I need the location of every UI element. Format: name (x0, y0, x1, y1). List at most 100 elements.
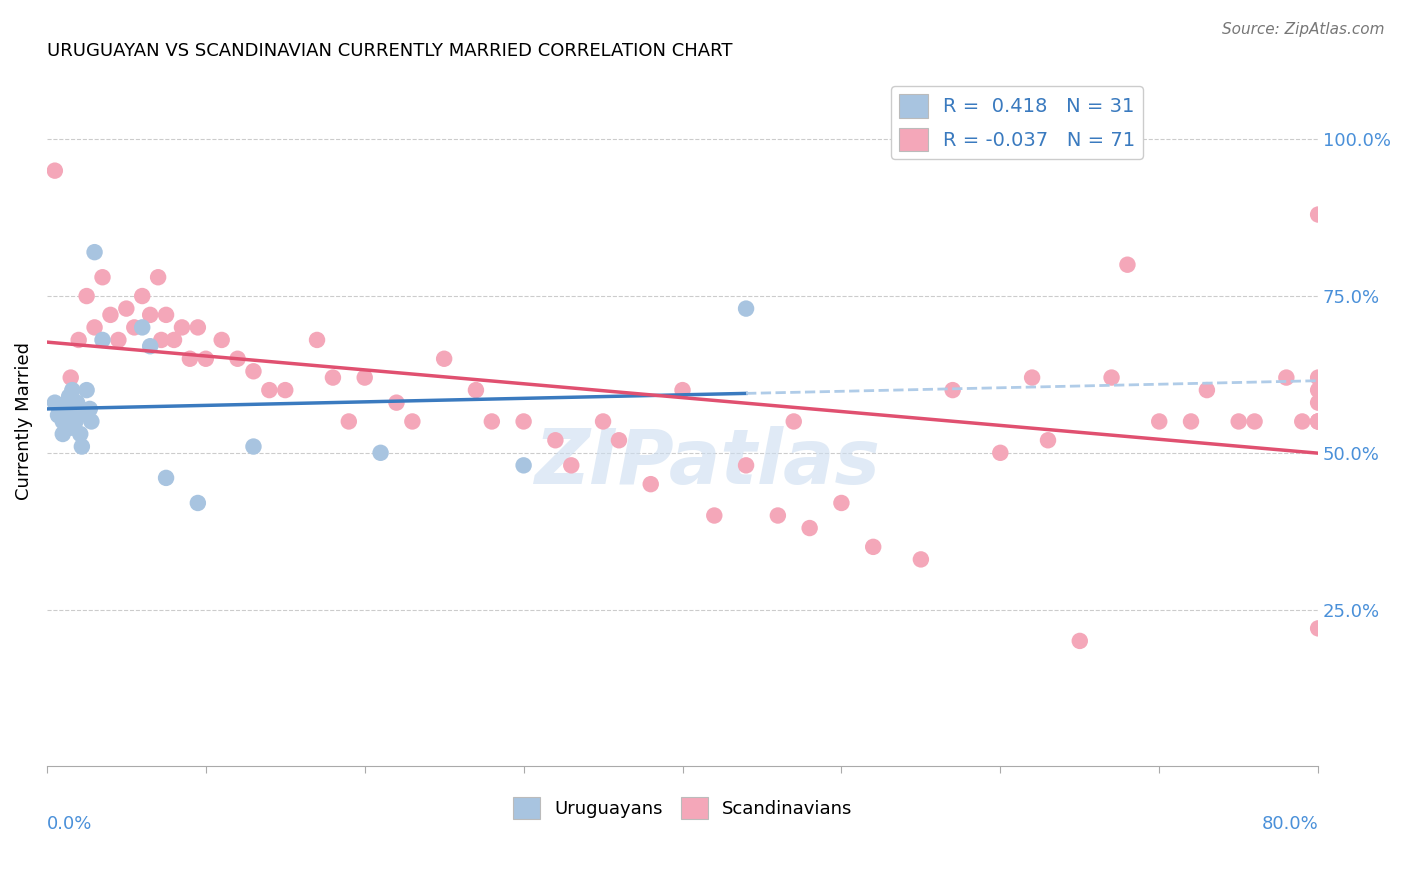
Point (512, 414, 534, 428)
Point (131, 320, 153, 334)
Point (1308, 414, 1330, 428)
Point (56, 395, 79, 409)
Point (1308, 414, 1330, 428)
Point (139, 308, 162, 322)
Point (560, 458, 582, 473)
Point (155, 308, 177, 322)
Point (48, 401, 70, 416)
Point (274, 383, 297, 397)
Point (1147, 414, 1170, 428)
Point (910, 552, 932, 566)
Point (56, 414, 79, 428)
Point (370, 446, 392, 460)
Point (322, 370, 344, 384)
Point (862, 540, 884, 554)
Point (385, 395, 408, 409)
Point (59, 370, 82, 384)
Point (170, 320, 193, 334)
Point (671, 383, 693, 397)
Point (640, 477, 662, 491)
Point (59, 408, 82, 422)
Point (544, 434, 567, 448)
Point (60, 383, 83, 397)
Point (194, 351, 217, 366)
Point (52, 427, 75, 442)
Point (65, 414, 87, 428)
Point (70, 440, 93, 454)
Point (433, 351, 456, 366)
Point (1308, 414, 1330, 428)
Point (1275, 370, 1298, 384)
Point (146, 270, 169, 285)
Point (80, 414, 103, 428)
Point (242, 440, 264, 454)
Point (1116, 258, 1139, 272)
Point (1308, 370, 1330, 384)
Point (44, 395, 66, 409)
Point (131, 289, 153, 303)
Point (305, 333, 328, 347)
Text: ZIPatlas: ZIPatlas (534, 425, 882, 500)
Point (76, 383, 98, 397)
Point (242, 364, 264, 378)
Point (830, 496, 852, 510)
Point (63, 401, 86, 416)
Point (79, 401, 101, 416)
Point (766, 508, 789, 523)
Point (1308, 395, 1330, 409)
Point (1243, 414, 1265, 428)
Point (783, 414, 806, 428)
Point (1036, 434, 1059, 448)
Point (52, 414, 75, 428)
Point (735, 458, 758, 473)
Point (83, 245, 105, 260)
Point (512, 458, 534, 473)
Point (163, 333, 186, 347)
Point (1308, 383, 1330, 397)
Legend: Uruguayans, Scandinavians: Uruguayans, Scandinavians (505, 789, 859, 826)
Point (59, 421, 82, 435)
Point (58, 389, 80, 403)
Point (481, 414, 503, 428)
Point (67, 333, 90, 347)
Point (69, 427, 91, 442)
Point (44, 163, 66, 178)
Point (91, 270, 114, 285)
Point (100, 308, 122, 322)
Point (259, 383, 281, 397)
Point (1195, 383, 1218, 397)
Point (1291, 414, 1313, 428)
Point (988, 446, 1011, 460)
Point (139, 339, 162, 353)
Point (226, 351, 249, 366)
Point (607, 434, 630, 448)
Point (179, 351, 201, 366)
Text: Source: ZipAtlas.com: Source: ZipAtlas.com (1222, 22, 1385, 37)
Point (465, 383, 488, 397)
Point (91, 333, 114, 347)
Point (115, 301, 138, 316)
Text: 0.0%: 0.0% (46, 814, 93, 832)
Point (211, 333, 233, 347)
Point (401, 414, 423, 428)
Text: 80.0%: 80.0% (1261, 814, 1319, 832)
Point (703, 508, 725, 523)
Point (1101, 370, 1123, 384)
Point (187, 496, 209, 510)
Point (55, 401, 77, 416)
Point (107, 333, 129, 347)
Point (83, 320, 105, 334)
Point (592, 414, 614, 428)
Point (67, 408, 90, 422)
Point (1180, 414, 1202, 428)
Point (66, 395, 89, 409)
Point (1308, 208, 1330, 222)
Point (46, 408, 69, 422)
Point (799, 521, 821, 535)
Point (735, 301, 758, 316)
Point (155, 471, 177, 485)
Point (76, 289, 98, 303)
Point (187, 320, 209, 334)
Point (337, 414, 360, 428)
Y-axis label: Currently Married: Currently Married (15, 343, 32, 500)
